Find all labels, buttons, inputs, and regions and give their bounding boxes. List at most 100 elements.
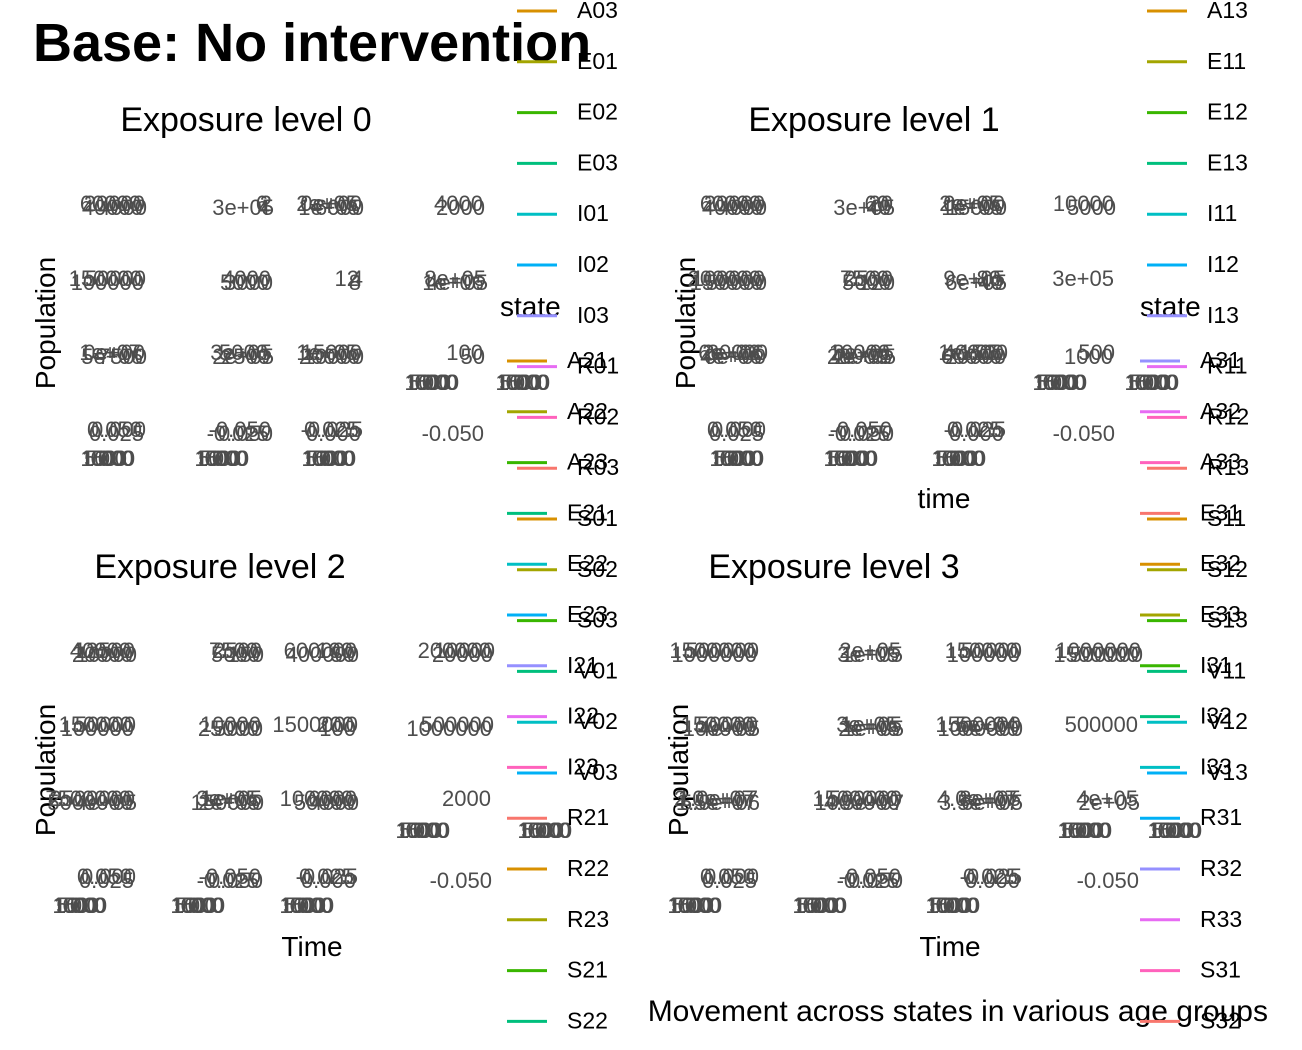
panel-0-x-tick: 15000	[497, 370, 550, 395]
panel-3-facet-tick: 0e+00	[957, 716, 1019, 741]
panel-0-legend-label: I01	[577, 200, 609, 226]
panel-0-facet-tick: 4	[258, 195, 270, 220]
panel-0-facet-tick: 8	[349, 270, 361, 295]
panel-2-ylabel: Population	[30, 704, 61, 836]
panel-2-facet-tick: 2500000	[49, 786, 135, 811]
panel-2-facet-tick: 100000	[61, 716, 134, 741]
panel-2-x-tick: 10000	[170, 893, 223, 918]
panel-2-facet-tick: 4e+05	[75, 790, 137, 815]
panel-2-x-tick: 5000	[174, 893, 217, 918]
panel-3-facet-tick: 1500000	[669, 638, 755, 663]
panel-0-legend-label: R01	[577, 353, 619, 379]
panel-1-title: Exposure level 1	[748, 101, 999, 139]
panel-1-facet-tick: 0.050	[839, 421, 894, 446]
panel-0-facet-tick: 150000	[69, 266, 142, 291]
panel-1-facet-tick: 80	[977, 266, 1001, 291]
panel-0-facet-tick: 1e+07	[79, 340, 141, 365]
panel-2-facet-tick: 50000	[75, 712, 136, 737]
panel-0-facet-tick: -0.050	[209, 417, 271, 442]
panel-1-facet-tick: 200000	[688, 266, 761, 291]
panel-0-x-tick: 15000	[82, 446, 135, 471]
panel-0-facet-tick: 0e+00	[83, 340, 145, 365]
panel-0-facet-tick: 40000	[82, 195, 143, 220]
panel-1-facet-tick: 3e+05	[833, 195, 895, 220]
panel-2-facet-tick: 150	[227, 642, 264, 667]
panel-2-legend-label: S22	[567, 1007, 608, 1033]
panel-3-legend-label: R31	[1200, 804, 1242, 830]
panel-0-facet-tick: 12	[335, 266, 359, 291]
panel-0-legend-label: V01	[577, 657, 618, 683]
panel-0-x-tick: 5000	[499, 370, 542, 395]
panel-0-facet-tick: 1e+05	[296, 340, 358, 365]
panel-2-legend-label: I22	[567, 703, 599, 729]
panel-0-facet-tick: 0.025	[304, 417, 359, 442]
panel-1-facet-tick: 40	[979, 270, 1003, 295]
panel-1-facet-tick: 3e+05	[832, 340, 894, 365]
panel-0-facet-tick: 6	[256, 191, 268, 216]
panel-1-facet-tick: 3e+05	[1052, 266, 1114, 291]
panel-3-legend-label: I33	[1200, 753, 1232, 779]
panel-0-facet-tick: 5e+06	[81, 344, 143, 369]
panel-0-facet-tick: 0.050	[218, 421, 273, 446]
panel-2-facet-tick: 20000	[432, 642, 493, 667]
panel-3-facet-tick: 3e+05	[836, 712, 898, 737]
panel-0-facet-tick: 4000	[434, 191, 483, 216]
panel-2-facet-tick: 20000	[72, 642, 133, 667]
panel-1-facet-tick: 60000	[941, 344, 1002, 369]
panel-2-facet-tick: 0.050	[77, 864, 132, 889]
panel-0-x-tick: 15000	[303, 446, 356, 471]
panel-2-legend-label: A21	[567, 347, 608, 373]
panel-0-facet-tick: 8e+05	[424, 266, 486, 291]
panel-3-x-tick: 5000	[1061, 818, 1104, 843]
panel-3-legend-label: R33	[1200, 906, 1242, 932]
panel-2-facet-tick: 2500	[213, 638, 262, 663]
panel-1-legend-label: R12	[1207, 403, 1249, 429]
panel-0-facet-tick: 100	[446, 340, 483, 365]
panel-2-facet-tick: 1500000	[272, 712, 358, 737]
panel-3-legend-label: R32	[1200, 855, 1242, 881]
panel-2-facet-tick: -0.050	[199, 864, 261, 889]
panel-1-facet-tick: 20	[869, 191, 893, 216]
figure-caption: Movement across states in various age gr…	[648, 995, 1268, 1028]
panel-1-legend-label: R13	[1207, 454, 1249, 480]
panel-2-facet-tick: 0.050	[208, 868, 263, 893]
panel-3-x-tick: 5000	[1151, 818, 1194, 843]
panel-0-facet-tick: 0e+00	[300, 191, 362, 216]
panel-1-legend-label: E13	[1207, 149, 1248, 175]
panel-3-facet-tick: 1000000	[814, 790, 900, 815]
panel-3-title: Exposure level 3	[708, 548, 959, 586]
panel-1-facet-tick: 0.025	[709, 421, 764, 446]
panel-3-facet-tick: 5e+04	[955, 712, 1017, 737]
panel-2-facet-tick: 0.000	[81, 864, 136, 889]
panel-1-legend-label: S13	[1207, 607, 1248, 633]
panel-1-facet-tick: 7500	[840, 266, 889, 291]
panel-1-facet-tick: 1e+05	[938, 340, 1000, 365]
panel-2-legend-label: I21	[567, 652, 599, 678]
panel-3-facet-tick: -0.050	[1077, 868, 1139, 893]
panel-0-facet-tick: 0.025	[89, 421, 144, 446]
panel-2-legend-label: R23	[567, 906, 609, 932]
panel-3-facet-tick: 100000	[683, 716, 756, 741]
panel-1-facet-tick: 0e+00	[704, 344, 766, 369]
panel-1-x-tick: 5000	[1128, 370, 1171, 395]
panel-0-legend-title: state	[500, 291, 561, 322]
panel-0-legend-label: S02	[577, 556, 618, 582]
panel-1-facet-tick: 60	[865, 191, 889, 216]
panel-0-facet-tick: 50000	[85, 266, 146, 291]
panel-2-facet-tick: 150000	[191, 790, 264, 815]
panel-2-x-tick: 5000	[399, 818, 442, 843]
panel-1-facet-tick: 40000	[702, 195, 763, 220]
panel-3-x-tick: 5000	[929, 893, 972, 918]
panel-3-facet-tick: 500000	[829, 786, 902, 811]
panel-0-x-tick: 10000	[194, 446, 247, 471]
panel-3-facet-tick: 1.5e+07	[676, 790, 756, 815]
panel-1-facet-tick: 40000	[943, 340, 1004, 365]
panel-2-facet-tick: 2000	[442, 786, 491, 811]
panel-1-ylabel: Population	[670, 257, 701, 389]
panel-2-facet-tick: 2e+05	[198, 790, 260, 815]
panel-1-facet-tick: 40	[867, 195, 891, 220]
panel-2-facet-tick: 7500	[209, 638, 258, 663]
panel-3-x-tick: 15000	[794, 893, 847, 918]
panel-0-facet-tick: 4000	[98, 195, 147, 220]
panel-0-x-tick: 15000	[196, 446, 249, 471]
